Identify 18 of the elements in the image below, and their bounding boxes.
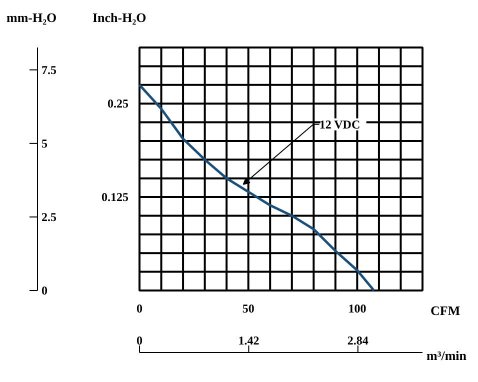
x-axis-title: CFM [430, 303, 460, 318]
y2-tick-label: 2.5 [42, 210, 56, 224]
x-tick-label: 50 [242, 302, 254, 316]
y2-tick-label: 7.5 [42, 62, 56, 77]
x-tick-label: 100 [348, 302, 366, 316]
x2-tick-label: 1.42 [238, 334, 260, 348]
y2-tick-label: 0 [42, 284, 48, 298]
y2-tick-label: 5 [42, 136, 48, 150]
y-axis-title: Inch-H₂O [92, 10, 146, 25]
y2-axis-title: mm-H₂O [6, 10, 57, 25]
annotation: 12 VDC [319, 117, 360, 132]
y-tick-label: 0.125 [102, 190, 128, 204]
x2-tick-label: 2.84 [347, 334, 368, 348]
y-tick-label: 0.25 [108, 96, 128, 111]
line-series [138, 84, 376, 292]
x-tick-label: 0 [136, 302, 142, 316]
x2-axis-title: m³/min [426, 348, 468, 363]
x2-tick-label: 0 [136, 334, 142, 348]
